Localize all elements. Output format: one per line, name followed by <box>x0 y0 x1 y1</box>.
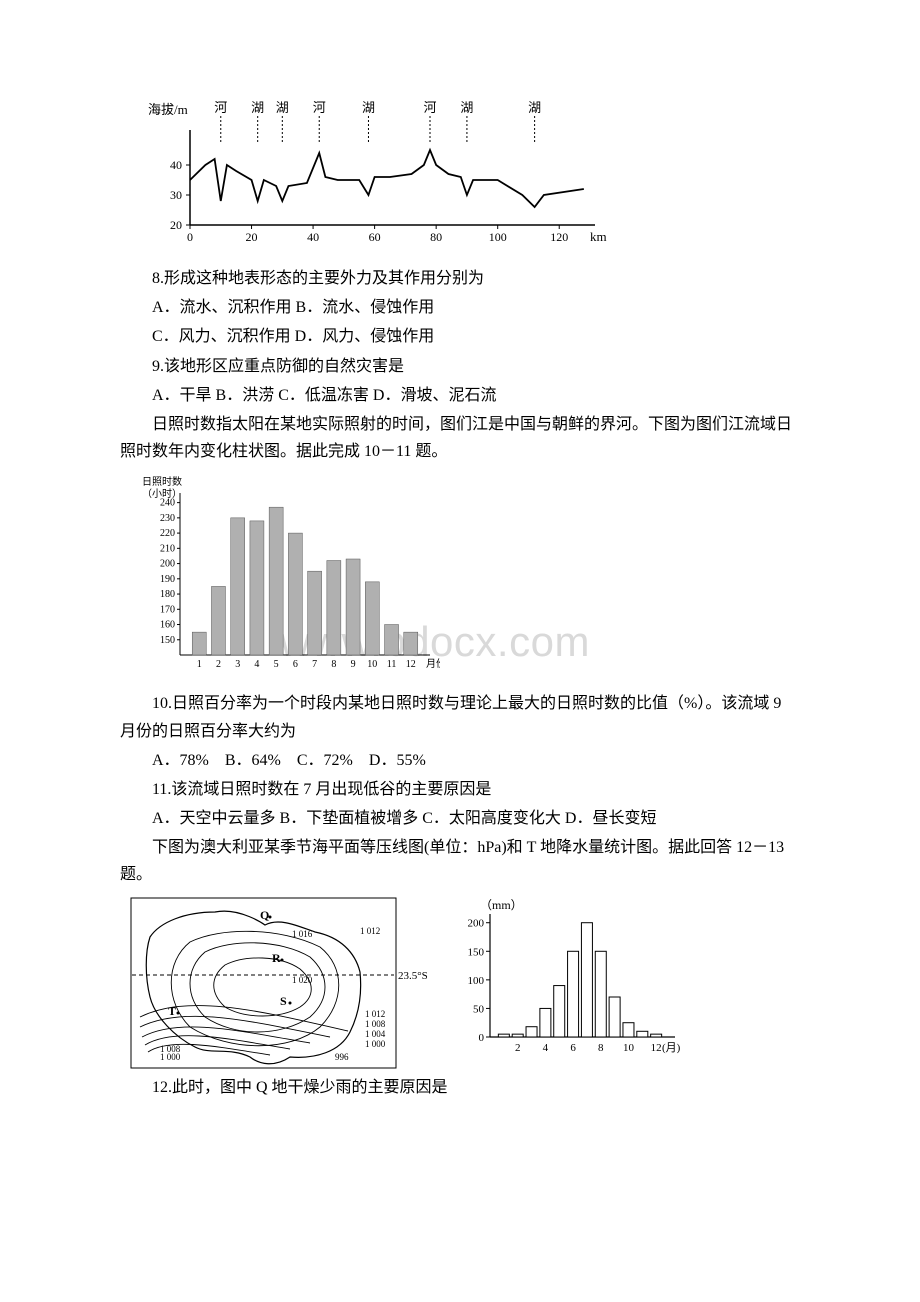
svg-text:湖: 湖 <box>460 100 473 115</box>
q10-text: 10.日照百分率为一个时段内某地日照时数与理论上最大的日照时数的比值（%）。该流… <box>120 690 800 744</box>
svg-text:河: 河 <box>214 100 227 115</box>
svg-text:7: 7 <box>312 659 317 670</box>
svg-text:8: 8 <box>598 1042 604 1054</box>
svg-text:200: 200 <box>468 917 485 929</box>
figure-australia-row: 23.5°S1 0161 0121 0201 0121 0081 0041 00… <box>130 897 800 1072</box>
q8-opts-cd: C．风力、沉积作用 D．风力、侵蚀作用 <box>120 323 800 350</box>
intro-1011: 日照时数指太阳在某地实际照射的时间，图们江是中国与朝鲜的界河。下图为图们江流域日… <box>120 411 800 465</box>
svg-text:1 012: 1 012 <box>365 1009 385 1019</box>
svg-text:80: 80 <box>430 230 442 244</box>
q11-text: 11.该流域日照时数在 7 月出现低谷的主要原因是 <box>120 776 800 803</box>
svg-text:20: 20 <box>170 218 182 232</box>
svg-text:23.5°S: 23.5°S <box>398 970 428 982</box>
svg-text:10: 10 <box>367 659 377 670</box>
svg-text:R: R <box>272 951 281 965</box>
svg-text:1 016: 1 016 <box>292 929 313 939</box>
q9-opts: A．干旱 B．洪涝 C．低温冻害 D．滑坡、泥石流 <box>120 382 800 409</box>
figure-precip-bars: （mm） 0 50 100 150 200 2 4 6 8 10 12(月) <box>450 897 690 1072</box>
svg-text:1 020: 1 020 <box>292 975 313 985</box>
q10-opts: A．78% B．64% C．72% D．55% <box>120 747 800 774</box>
svg-text:T: T <box>168 1004 176 1018</box>
figure-australia-map: 23.5°S1 0161 0121 0201 0121 0081 0041 00… <box>130 897 430 1072</box>
svg-text:190: 190 <box>160 574 175 585</box>
svg-text:湖: 湖 <box>362 100 375 115</box>
svg-text:120: 120 <box>550 230 568 244</box>
svg-text:50: 50 <box>473 1003 485 1015</box>
figure-terrain-profile: 203040020406080100120海拔/mkm河湖湖河湖河湖湖 <box>130 100 800 250</box>
svg-text:2: 2 <box>515 1042 521 1054</box>
svg-text:8: 8 <box>331 659 336 670</box>
svg-text:230: 230 <box>160 513 175 524</box>
svg-text:240: 240 <box>160 498 175 509</box>
svg-text:湖: 湖 <box>251 100 264 115</box>
svg-text:月份: 月份 <box>426 658 440 670</box>
svg-text:(月): (月) <box>662 1042 681 1054</box>
svg-text:0: 0 <box>479 1032 485 1044</box>
svg-text:170: 170 <box>160 605 175 616</box>
page-content: 203040020406080100120海拔/mkm河湖湖河湖河湖湖 8.形成… <box>120 100 800 1101</box>
svg-text:3: 3 <box>235 659 240 670</box>
svg-text:10: 10 <box>623 1042 635 1054</box>
svg-text:0: 0 <box>187 230 193 244</box>
svg-text:河: 河 <box>313 100 326 115</box>
svg-text:1 004: 1 004 <box>365 1029 386 1039</box>
svg-text:1 000: 1 000 <box>365 1039 386 1049</box>
svg-text:100: 100 <box>489 230 507 244</box>
svg-text:200: 200 <box>160 559 175 570</box>
svg-text:Q: Q <box>260 908 269 922</box>
svg-text:40: 40 <box>170 158 182 172</box>
svg-text:11: 11 <box>387 659 397 670</box>
svg-text:（mm）: （mm） <box>480 898 523 912</box>
svg-text:4: 4 <box>254 659 259 670</box>
svg-text:20: 20 <box>246 230 258 244</box>
q8-opts-ab: A．流水、沉积作用 B．流水、侵蚀作用 <box>120 294 800 321</box>
svg-text:5: 5 <box>274 659 279 670</box>
svg-text:9: 9 <box>351 659 356 670</box>
svg-text:6: 6 <box>293 659 298 670</box>
svg-text:40: 40 <box>307 230 319 244</box>
svg-text:160: 160 <box>160 620 175 631</box>
svg-text:150: 150 <box>160 635 175 646</box>
q12-text: 12.此时，图中 Q 地干燥少雨的主要原因是 <box>120 1074 800 1101</box>
svg-text:河: 河 <box>423 100 436 115</box>
svg-text:2: 2 <box>216 659 221 670</box>
svg-text:220: 220 <box>160 528 175 539</box>
svg-text:km: km <box>590 229 607 244</box>
svg-text:S: S <box>280 994 287 1008</box>
svg-text:1: 1 <box>197 659 202 670</box>
q11-opts: A．天空中云量多 B．下垫面植被增多 C．太阳高度变化大 D．昼长变短 <box>120 805 800 832</box>
svg-text:4: 4 <box>543 1042 549 1054</box>
svg-text:100: 100 <box>468 974 485 986</box>
intro-1213: 下图为澳大利亚某季节海平面等压线图(单位：hPa)和 T 地降水量统计图。据此回… <box>120 834 800 888</box>
svg-text:6: 6 <box>570 1042 576 1054</box>
q9-text: 9.该地形区应重点防御的自然灾害是 <box>120 353 800 380</box>
svg-text:1 008: 1 008 <box>160 1044 181 1054</box>
svg-text:30: 30 <box>170 188 182 202</box>
figure-sunshine-bars: 日照时数（小时）15016017018019020021022023024012… <box>130 475 800 675</box>
svg-text:12: 12 <box>406 659 416 670</box>
svg-text:996: 996 <box>335 1052 349 1062</box>
svg-text:60: 60 <box>369 230 381 244</box>
svg-text:180: 180 <box>160 589 175 600</box>
svg-text:12: 12 <box>651 1042 662 1054</box>
svg-text:150: 150 <box>468 946 485 958</box>
svg-text:1 012: 1 012 <box>360 926 380 936</box>
svg-text:湖: 湖 <box>528 100 541 115</box>
svg-text:海拔/m: 海拔/m <box>148 102 188 117</box>
q8-text: 8.形成这种地表形态的主要外力及其作用分别为 <box>120 265 800 292</box>
svg-text:湖: 湖 <box>276 100 289 115</box>
svg-text:210: 210 <box>160 544 175 555</box>
svg-text:日照时数: 日照时数 <box>142 475 182 488</box>
svg-text:1 008: 1 008 <box>365 1019 386 1029</box>
